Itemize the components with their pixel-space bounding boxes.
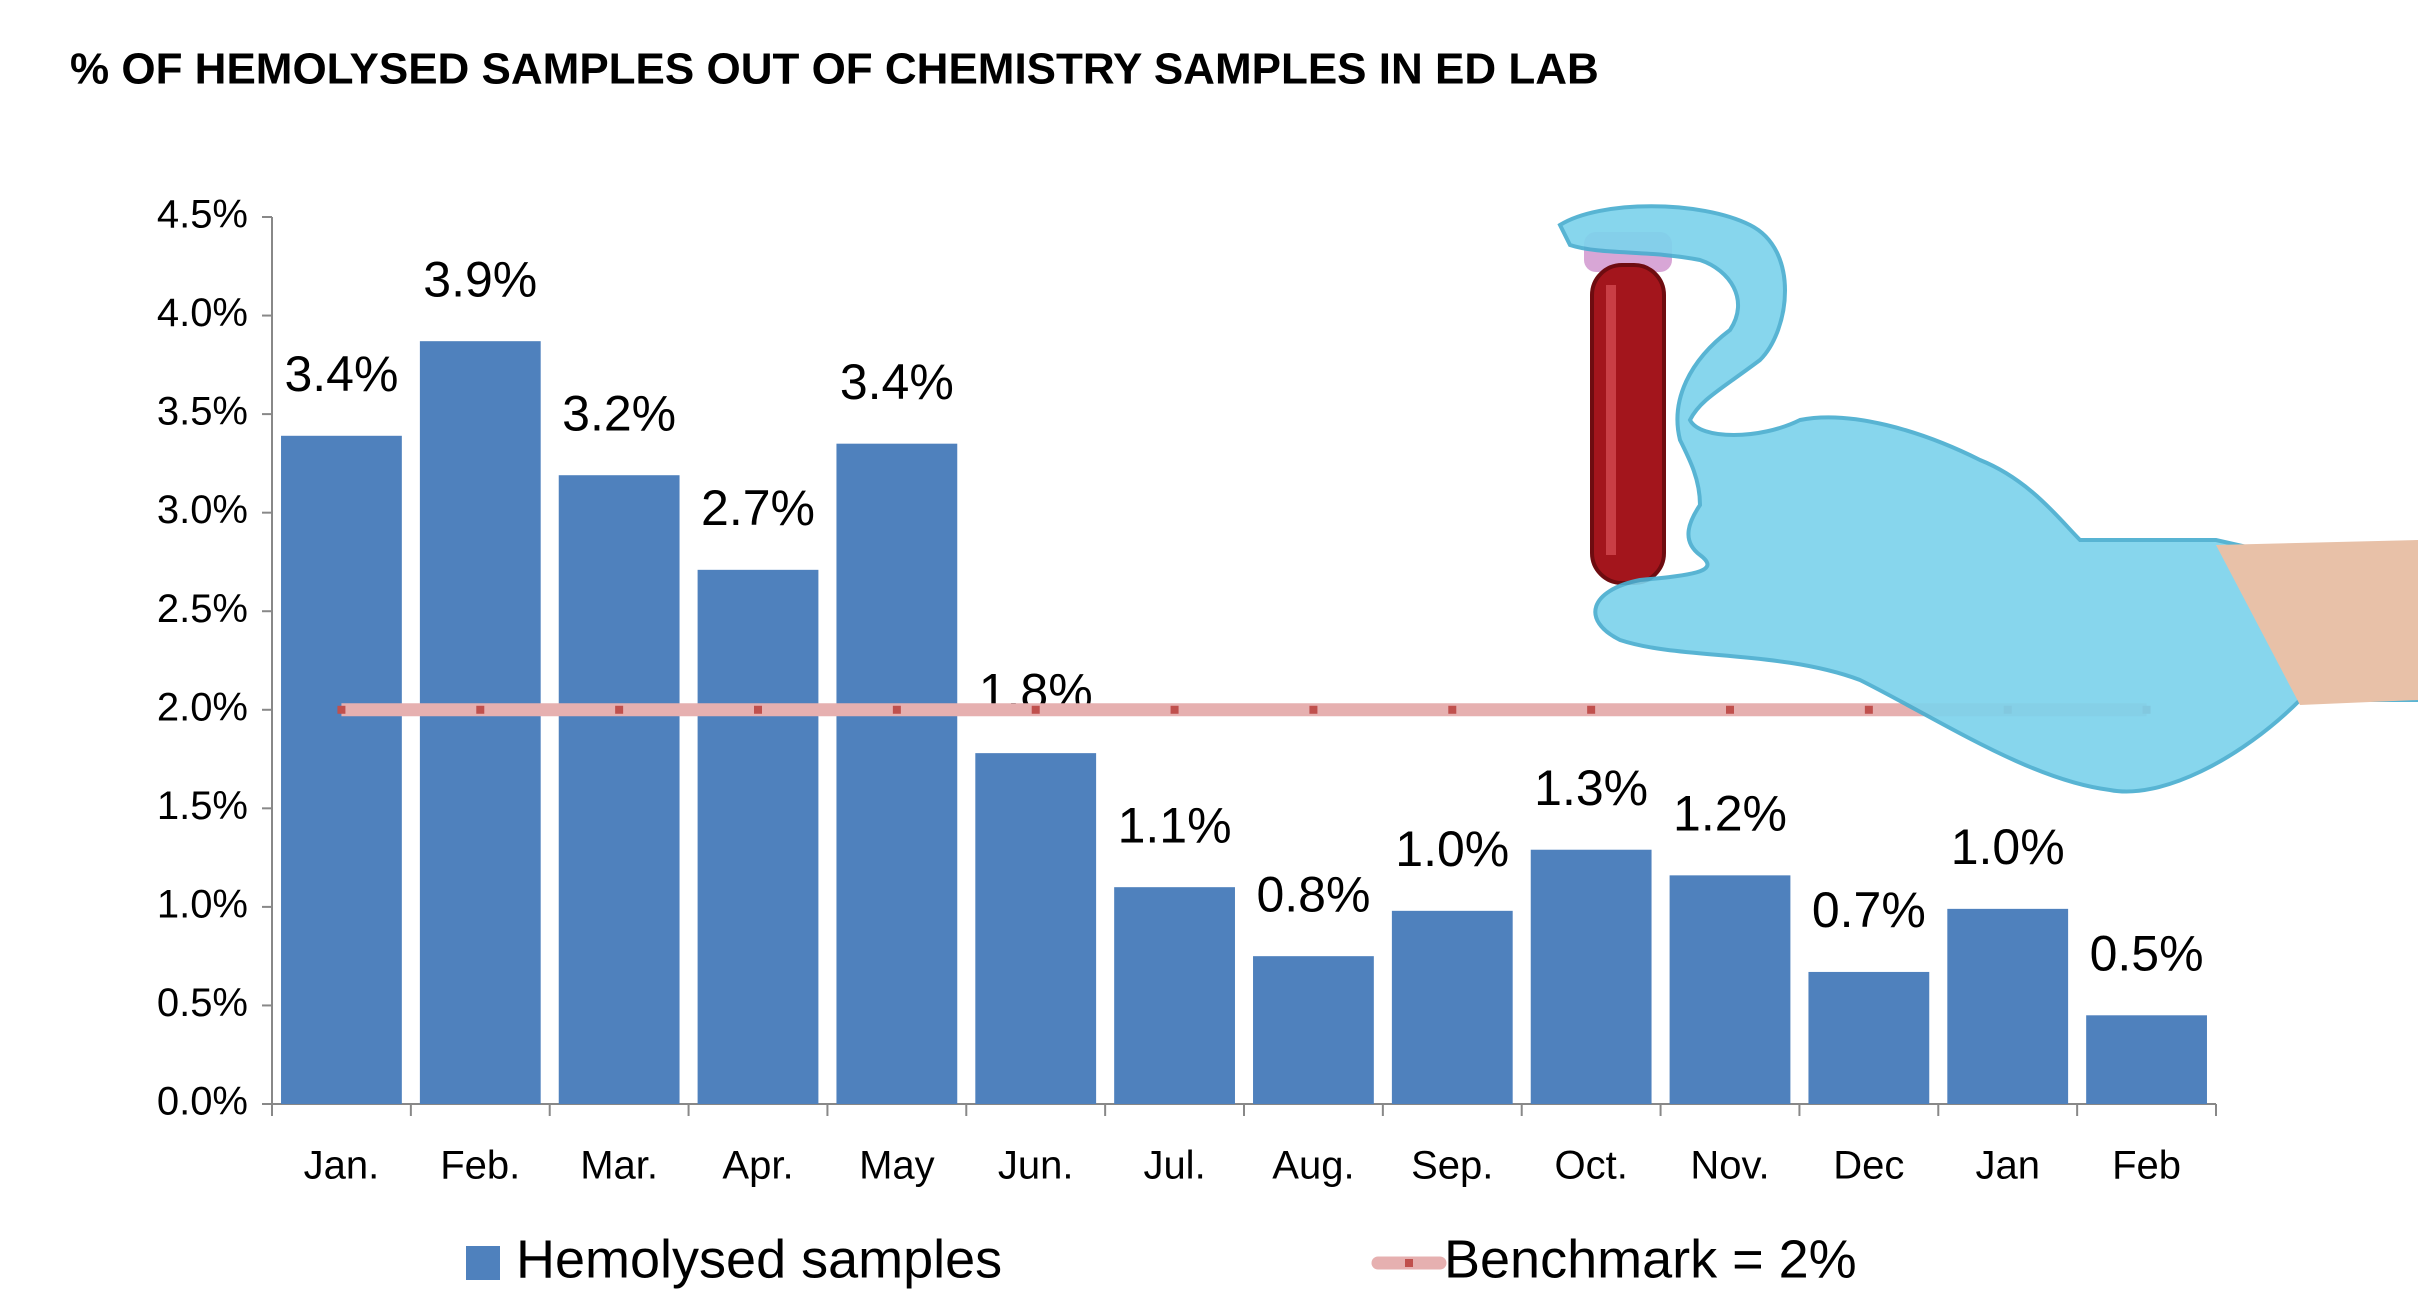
y-tick-label: 1.5% (157, 784, 248, 828)
value-label: 1.3% (1534, 760, 1648, 816)
benchmark-marker (1726, 706, 1734, 714)
tube-shine (1606, 285, 1616, 555)
value-label: 3.4% (840, 354, 954, 410)
x-tick-label: Sep. (1411, 1144, 1493, 1188)
y-tick-label: 3.5% (157, 390, 248, 434)
bar (1114, 887, 1235, 1104)
bar (836, 444, 957, 1104)
bar (698, 570, 819, 1104)
y-tick-label: 0.0% (157, 1080, 248, 1124)
x-tick-label: Apr. (722, 1144, 793, 1188)
legend-label: Benchmark = 2% (1444, 1229, 1857, 1289)
benchmark-marker (1171, 706, 1179, 714)
x-tick-label: Jul. (1143, 1144, 1205, 1188)
y-tick-label: 0.5% (157, 981, 248, 1025)
legend: Hemolysed samples Benchmark = 2% (466, 1229, 1857, 1289)
y-tick-label: 1.0% (157, 882, 248, 926)
x-tick-label: Jan (1975, 1144, 2040, 1188)
x-tick-label: Feb. (440, 1144, 520, 1188)
y-tick-label: 2.0% (157, 685, 248, 729)
y-tick-label: 4.0% (157, 291, 248, 335)
bar (1392, 911, 1513, 1104)
value-label: 3.9% (423, 251, 537, 307)
x-tick-label: Dec (1833, 1144, 1904, 1188)
benchmark-marker (1865, 706, 1873, 714)
x-tick-label: Aug. (1272, 1144, 1354, 1188)
legend-label: Hemolysed samples (516, 1229, 1002, 1289)
benchmark-marker (1309, 706, 1317, 714)
x-tick-label: May (859, 1144, 935, 1188)
bar (1670, 875, 1791, 1104)
bar (2086, 1015, 2207, 1104)
legend-swatch-marker (1405, 1259, 1413, 1267)
benchmark-marker (754, 706, 762, 714)
y-tick-label: 4.5% (157, 193, 248, 237)
x-tick-label: Oct. (1554, 1144, 1627, 1188)
bar (559, 475, 680, 1104)
bar (281, 436, 402, 1104)
value-label: 3.2% (562, 385, 676, 441)
value-label: 1.0% (1951, 819, 2065, 875)
value-label: 1.0% (1395, 821, 1509, 877)
legend-swatch (466, 1246, 500, 1280)
value-label: 3.4% (284, 346, 398, 402)
bar (420, 341, 541, 1104)
value-label: 1.1% (1118, 797, 1232, 853)
chart: % OF HEMOLYSED SAMPLES OUT OF CHEMISTRY … (0, 0, 2418, 1297)
x-tick-label: Jan. (304, 1144, 380, 1188)
y-tick-label: 3.0% (157, 488, 248, 532)
x-tick-label: Feb (2112, 1144, 2181, 1188)
benchmark-marker (893, 706, 901, 714)
benchmark-marker (337, 706, 345, 714)
bar (975, 753, 1096, 1104)
chart-title: % OF HEMOLYSED SAMPLES OUT OF CHEMISTRY … (70, 45, 1599, 94)
bar (1253, 956, 1374, 1104)
x-tick-label: Mar. (580, 1144, 658, 1188)
value-label: 0.8% (1256, 866, 1370, 922)
benchmark-marker (1448, 706, 1456, 714)
x-tick-label: Jun. (998, 1144, 1074, 1188)
tube (1592, 265, 1664, 583)
benchmark-marker (1032, 706, 1040, 714)
bar (1947, 909, 2068, 1104)
benchmark-marker (476, 706, 484, 714)
benchmark-marker (615, 706, 623, 714)
bar (1808, 972, 1929, 1104)
benchmark-marker (1587, 706, 1595, 714)
value-label: 1.2% (1673, 786, 1787, 842)
y-tick-label: 2.5% (157, 587, 248, 631)
x-tick-label: Nov. (1690, 1144, 1769, 1188)
value-label: 0.5% (2090, 926, 2204, 982)
value-label: 0.7% (1812, 882, 1926, 938)
value-label: 2.7% (701, 480, 815, 536)
bar (1531, 850, 1652, 1104)
